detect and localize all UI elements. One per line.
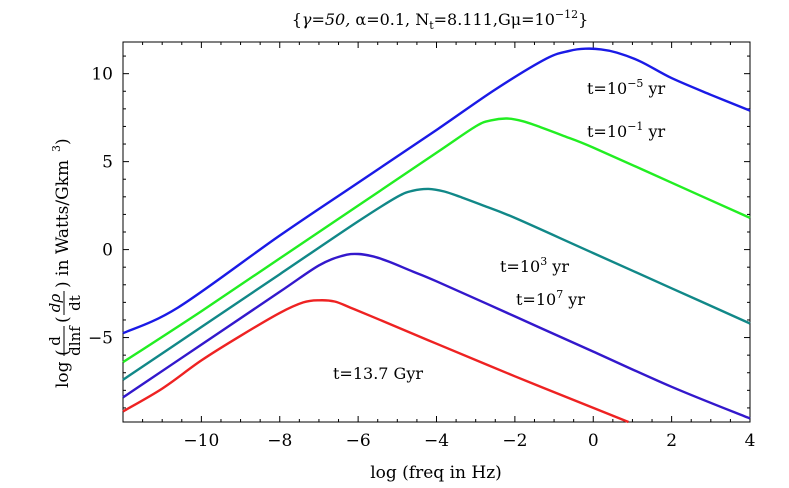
series-annotation: t=10−5 yr <box>587 77 666 98</box>
svg-text:): ) <box>53 138 73 145</box>
series-annotation: t=103 yr <box>500 255 569 276</box>
svg-text:log (: log ( <box>53 349 73 388</box>
x-tick-label: −6 <box>346 431 371 451</box>
x-tick-label: 4 <box>745 431 756 451</box>
svg-text:dρ: dρ <box>46 294 64 313</box>
x-tick-label: −4 <box>424 431 449 451</box>
y-axis-label: log ( d dlnf ( dρ dt ) in Watts/Gkm 3 ) <box>46 138 84 388</box>
x-axis-label: log (freq in Hz) <box>370 463 502 483</box>
series-line-4 <box>122 299 629 424</box>
x-tick-label: −2 <box>502 431 527 451</box>
svg-text:3: 3 <box>50 145 63 152</box>
series-line-0 <box>122 47 751 335</box>
y-tick-label: 0 <box>102 241 113 261</box>
series-annotation: t=13.7 Gyr <box>333 364 423 383</box>
series-line-3 <box>122 252 751 420</box>
svg-text:(: ( <box>53 316 73 323</box>
chart-title: {γ=50, α=0.1, Nt=8.111,Gμ=10−12} <box>292 8 589 32</box>
plot-frame <box>122 41 751 423</box>
svg-text:dt: dt <box>66 295 84 311</box>
x-tick-label: 2 <box>666 431 677 451</box>
series-annotation: t=107 yr <box>516 288 585 309</box>
svg-text:) in Watts/Gkm: ) in Watts/Gkm <box>53 160 73 288</box>
series-line-2 <box>122 187 751 381</box>
y-tick-label: −5 <box>88 329 113 349</box>
y-tick-label: 5 <box>102 153 113 173</box>
series-line-1 <box>122 117 751 364</box>
annotation-layer: t=10−5 yr t=10−1 yr t=103 yr t=107 yr t=13.7… <box>333 77 666 383</box>
x-tick-label: 0 <box>588 431 599 451</box>
y-tick-label: 10 <box>91 65 113 85</box>
series-layer <box>122 47 751 424</box>
x-tick-label: −10 <box>183 431 219 451</box>
y-axis-ticks: −5 0 5 10 <box>88 55 750 409</box>
x-tick-label: −8 <box>267 431 292 451</box>
svg-text:d: d <box>46 336 64 346</box>
svg-text:dlnf: dlnf <box>66 325 84 356</box>
x-axis-ticks: −10 −8 −6 −4 −2 0 2 4 <box>142 42 756 451</box>
series-annotation: t=10−1 yr <box>587 120 666 141</box>
